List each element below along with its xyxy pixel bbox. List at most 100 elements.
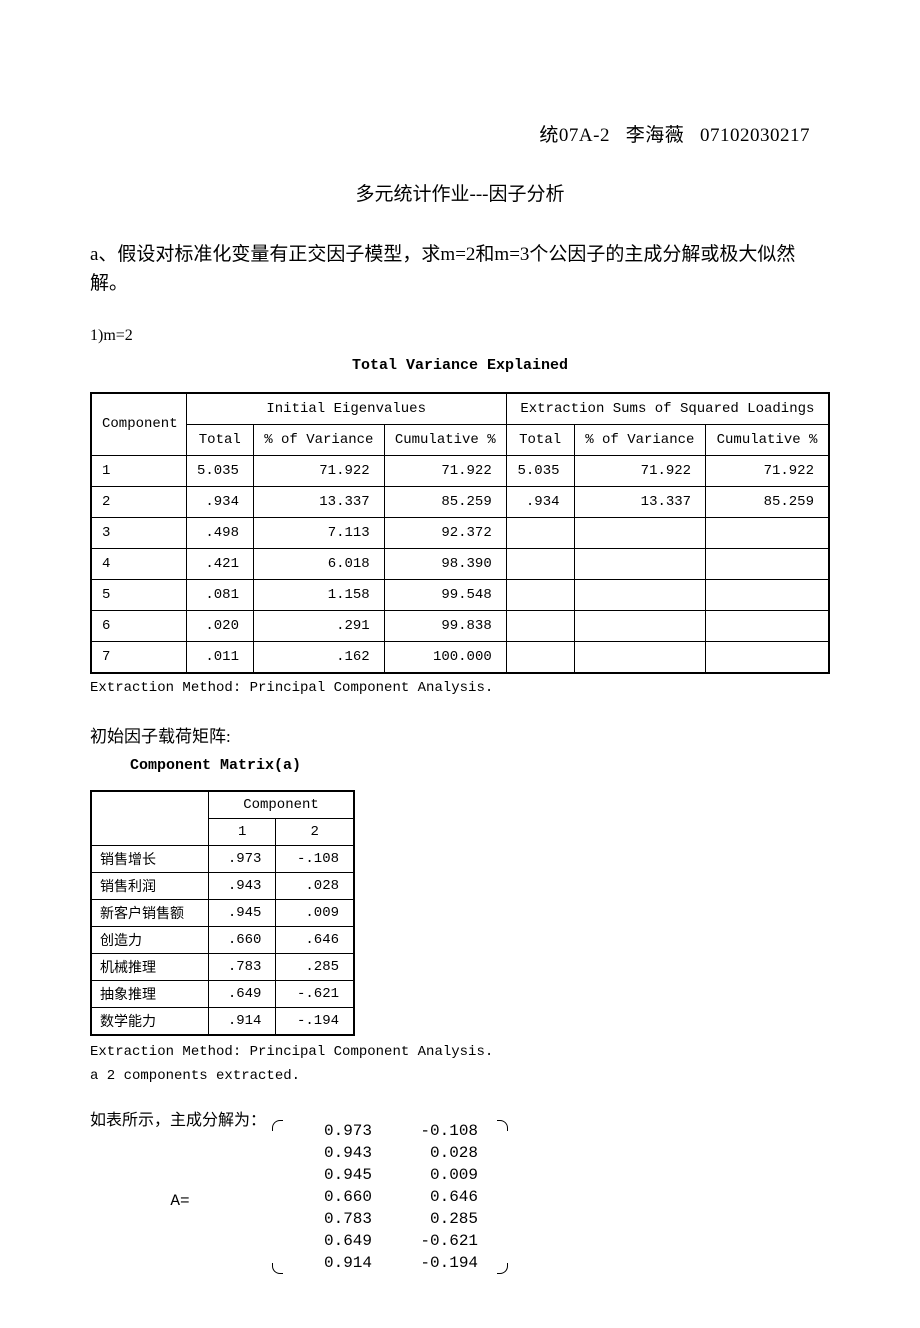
val-1: .783 [209, 953, 276, 980]
left-bracket [272, 1120, 284, 1274]
val-1: .945 [209, 899, 276, 926]
row-ecum [706, 517, 829, 548]
col-pct-var: % of Variance [253, 424, 384, 455]
matrix-row: 0.7830.285 [284, 1208, 496, 1230]
val-1: .943 [209, 872, 276, 899]
matrix-row: 0.9430.028 [284, 1142, 496, 1164]
col-total: Total [186, 424, 253, 455]
val-2: .646 [276, 926, 354, 953]
row-epctvar [574, 517, 706, 548]
component-matrix-table: Component 1 2 销售增长.973-.108销售利润.943.028新… [90, 790, 355, 1036]
val-2: -.194 [276, 1007, 354, 1035]
page-header: 统07A-2 李海薇 07102030217 [90, 120, 810, 147]
val-1: .914 [209, 1007, 276, 1035]
val-2: .009 [276, 899, 354, 926]
table-row: 5.0811.15899.548 [91, 579, 829, 610]
solution-matrix: 0.973-0.1080.9430.0280.9450.0090.6600.64… [272, 1120, 508, 1274]
matrix-group-header: Component [209, 791, 355, 819]
extraction-sums-header: Extraction Sums of Squared Loadings [506, 393, 829, 425]
variance-table-title: Total Variance Explained [90, 357, 830, 374]
table-row: 4.4216.01898.390 [91, 548, 829, 579]
row-cum: 100.000 [384, 641, 506, 673]
right-bracket [496, 1120, 508, 1274]
table-row: 数学能力.914-.194 [91, 1007, 354, 1035]
row-component: 5 [91, 579, 186, 610]
row-total: .081 [186, 579, 253, 610]
row-ecum [706, 579, 829, 610]
row-ecum: 71.922 [706, 455, 829, 486]
row-ecum: 85.259 [706, 486, 829, 517]
val-2: -.621 [276, 980, 354, 1007]
row-pctvar: 7.113 [253, 517, 384, 548]
table-row: 抽象推理.649-.621 [91, 980, 354, 1007]
initial-eigen-header: Initial Eigenvalues [186, 393, 506, 425]
row-total: .498 [186, 517, 253, 548]
row-epctvar [574, 641, 706, 673]
row-ecum [706, 641, 829, 673]
matrix-cell: 0.646 [390, 1186, 496, 1208]
var-name: 抽象推理 [91, 980, 209, 1007]
matrix-cell: -0.621 [390, 1230, 496, 1252]
matrix-row: 0.6600.646 [284, 1186, 496, 1208]
row-total: .020 [186, 610, 253, 641]
val-2: .028 [276, 872, 354, 899]
row-etotal [506, 517, 574, 548]
row-pctvar: 6.018 [253, 548, 384, 579]
matrix-col-1: 1 [209, 818, 276, 845]
table-row: 新客户销售额.945.009 [91, 899, 354, 926]
val-1: .973 [209, 845, 276, 872]
row-ecum [706, 548, 829, 579]
solution-label: A= [170, 1192, 189, 1210]
col-pct-var2: % of Variance [574, 424, 706, 455]
row-cum: 85.259 [384, 486, 506, 517]
row-pctvar: .291 [253, 610, 384, 641]
table-row: 销售利润.943.028 [91, 872, 354, 899]
matrix-cell: -0.108 [390, 1120, 496, 1142]
matrix-note1: Extraction Method: Principal Component A… [90, 1044, 830, 1060]
row-component: 4 [91, 548, 186, 579]
row-epctvar [574, 610, 706, 641]
section-a-text: a、假设对标准化变量有正交因子模型，求m=2和m=3个公因子的主成分解或极大似然… [90, 240, 830, 299]
col-cum: Cumulative % [384, 424, 506, 455]
row-etotal [506, 610, 574, 641]
row-total: .934 [186, 486, 253, 517]
variance-table: Component Initial Eigenvalues Extraction… [90, 392, 830, 674]
table-row: 机械推理.783.285 [91, 953, 354, 980]
matrix-cell: 0.973 [284, 1120, 390, 1142]
solution-intro: 如表所示，主成分解为： [90, 1106, 266, 1130]
val-1: .660 [209, 926, 276, 953]
row-epctvar: 71.922 [574, 455, 706, 486]
row-cum: 92.372 [384, 517, 506, 548]
matrix-cell: 0.285 [390, 1208, 496, 1230]
table-row: 2.93413.33785.259.93413.33785.259 [91, 486, 829, 517]
matrix-row: 0.973-0.108 [284, 1120, 496, 1142]
matrix-blank-header [91, 791, 209, 846]
row-total: .011 [186, 641, 253, 673]
val-2: -.108 [276, 845, 354, 872]
row-epctvar: 13.337 [574, 486, 706, 517]
solution-block: 如表所示，主成分解为： A= 0.973-0.1080.9430.0280.94… [90, 1106, 830, 1288]
matrix-row: 0.914-0.194 [284, 1252, 496, 1274]
table-row: 15.03571.92271.9225.03571.92271.922 [91, 455, 829, 486]
component-matrix-title: Component Matrix(a) [130, 757, 830, 774]
row-etotal [506, 548, 574, 579]
var-name: 销售利润 [91, 872, 209, 899]
row-etotal: 5.035 [506, 455, 574, 486]
row-cum: 71.922 [384, 455, 506, 486]
student-id: 07102030217 [700, 125, 810, 146]
row-etotal: .934 [506, 486, 574, 517]
row-total: 5.035 [186, 455, 253, 486]
table-row: 3.4987.11392.372 [91, 517, 829, 548]
variance-note: Extraction Method: Principal Component A… [90, 680, 830, 696]
row-pctvar: 71.922 [253, 455, 384, 486]
var-name: 创造力 [91, 926, 209, 953]
student-name: 李海薇 [626, 125, 685, 146]
row-pctvar: 13.337 [253, 486, 384, 517]
table-row: 7.011.162100.000 [91, 641, 829, 673]
var-name: 新客户销售额 [91, 899, 209, 926]
col-total2: Total [506, 424, 574, 455]
table-row: 6.020.29199.838 [91, 610, 829, 641]
loading-intro: 初始因子载荷矩阵: [90, 722, 830, 747]
val-1: .649 [209, 980, 276, 1007]
row-pctvar: 1.158 [253, 579, 384, 610]
